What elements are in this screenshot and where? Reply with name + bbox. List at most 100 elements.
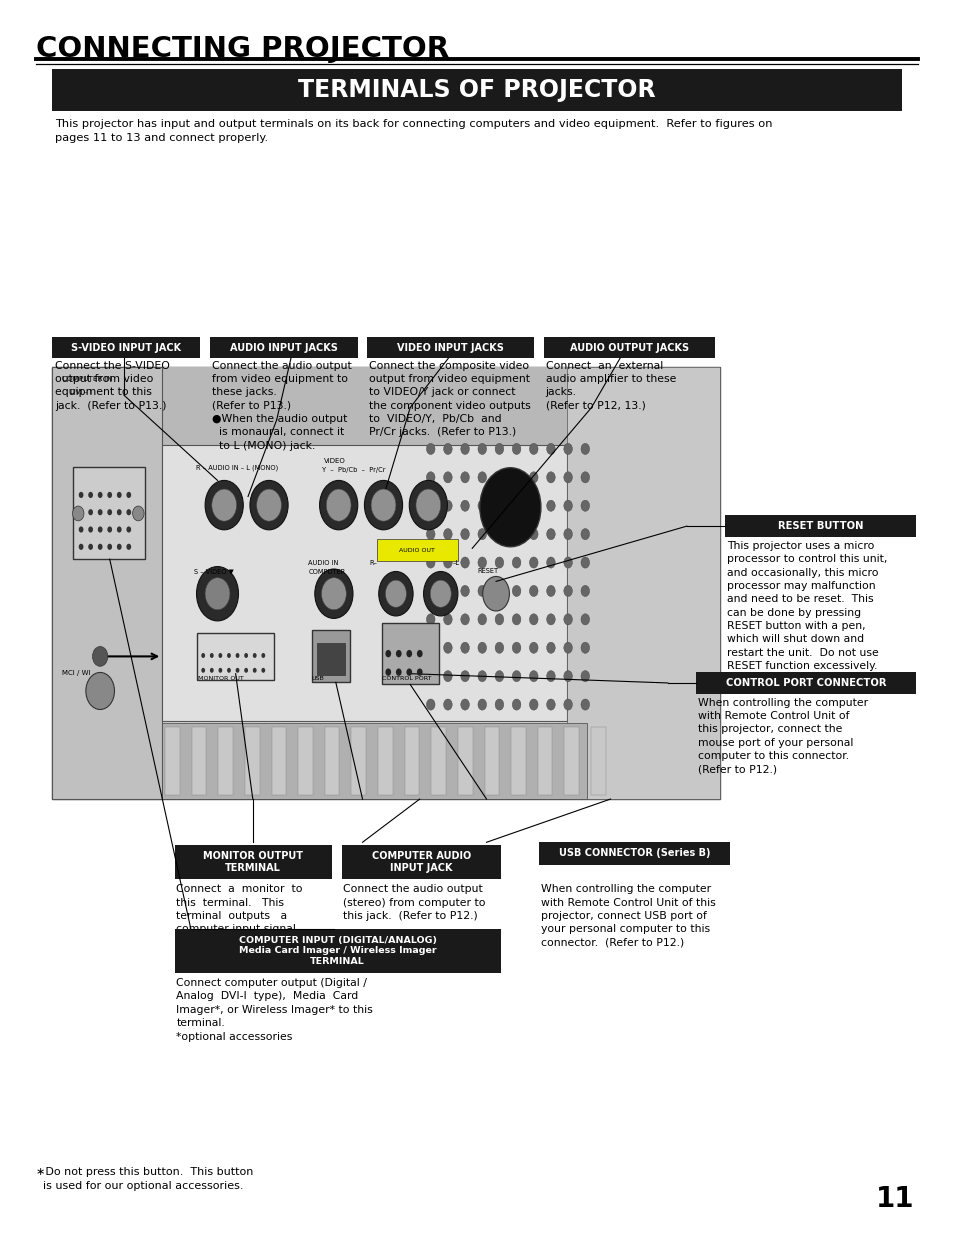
Circle shape [546, 614, 555, 625]
FancyBboxPatch shape [566, 367, 720, 799]
Circle shape [378, 572, 413, 616]
Circle shape [546, 500, 555, 511]
Text: ∗Do not press this button.  This button
  is used for our optional accessories.: ∗Do not press this button. This button i… [36, 1167, 253, 1191]
Circle shape [426, 557, 435, 568]
Circle shape [244, 668, 248, 673]
Circle shape [529, 500, 537, 511]
Circle shape [482, 577, 509, 611]
Text: MONITOR OUT: MONITOR OUT [198, 677, 244, 682]
Circle shape [443, 585, 452, 597]
Circle shape [126, 526, 131, 532]
Circle shape [580, 642, 589, 653]
Circle shape [253, 668, 256, 673]
Circle shape [250, 480, 288, 530]
Circle shape [426, 671, 435, 682]
Circle shape [244, 653, 248, 658]
FancyBboxPatch shape [457, 727, 472, 795]
Circle shape [477, 500, 486, 511]
Circle shape [512, 671, 520, 682]
Circle shape [319, 480, 357, 530]
FancyBboxPatch shape [174, 845, 332, 879]
Text: MCI / WI: MCI / WI [62, 669, 91, 676]
Circle shape [196, 567, 238, 621]
Circle shape [460, 671, 469, 682]
Circle shape [512, 472, 520, 483]
Circle shape [529, 642, 537, 653]
Text: Connect computer output (Digital /
Analog  DVI-I  type),  Media  Card
Imager*, o: Connect computer output (Digital / Analo… [176, 978, 373, 1041]
FancyBboxPatch shape [298, 727, 313, 795]
FancyBboxPatch shape [376, 538, 457, 561]
Circle shape [72, 506, 84, 521]
Circle shape [546, 443, 555, 454]
FancyBboxPatch shape [511, 727, 525, 795]
Circle shape [78, 509, 84, 515]
Circle shape [416, 650, 422, 657]
Circle shape [78, 543, 84, 550]
Text: S-VIDEO INPUT JACK: S-VIDEO INPUT JACK [71, 342, 181, 353]
Circle shape [495, 500, 503, 511]
Circle shape [529, 699, 537, 710]
Text: 11: 11 [875, 1184, 913, 1213]
Circle shape [88, 509, 92, 515]
Circle shape [107, 509, 112, 515]
Circle shape [580, 500, 589, 511]
Circle shape [460, 472, 469, 483]
Circle shape [563, 557, 572, 568]
Circle shape [477, 472, 486, 483]
Circle shape [395, 650, 401, 657]
Circle shape [235, 653, 239, 658]
FancyBboxPatch shape [312, 630, 350, 682]
Circle shape [314, 569, 353, 619]
Circle shape [529, 557, 537, 568]
Text: RESET BUTTON: RESET BUTTON [777, 521, 862, 531]
Text: AUDIO INPUT JACKS: AUDIO INPUT JACKS [230, 342, 337, 353]
FancyBboxPatch shape [245, 727, 259, 795]
Circle shape [580, 529, 589, 540]
Text: –L: –L [453, 559, 459, 566]
Circle shape [443, 529, 452, 540]
Circle shape [116, 509, 122, 515]
Circle shape [218, 653, 222, 658]
Circle shape [126, 543, 131, 550]
Circle shape [78, 492, 84, 498]
FancyBboxPatch shape [341, 845, 500, 879]
Circle shape [430, 580, 451, 608]
Text: VIDEO INPUT JACKS: VIDEO INPUT JACKS [396, 342, 504, 353]
Circle shape [416, 668, 422, 676]
Circle shape [261, 653, 265, 658]
Circle shape [126, 492, 131, 498]
FancyBboxPatch shape [192, 727, 206, 795]
Circle shape [416, 489, 440, 521]
Circle shape [563, 642, 572, 653]
Text: Connect  an  external
audio amplifier to these
jacks.
(Refer to P12, 13.): Connect an external audio amplifier to t… [545, 361, 676, 411]
Circle shape [86, 672, 114, 709]
FancyBboxPatch shape [381, 622, 438, 684]
Circle shape [477, 557, 486, 568]
FancyBboxPatch shape [197, 634, 274, 680]
Circle shape [409, 480, 447, 530]
FancyBboxPatch shape [165, 727, 179, 795]
FancyBboxPatch shape [324, 727, 339, 795]
Text: COMPUTER AUDIO
INPUT JACK: COMPUTER AUDIO INPUT JACK [371, 851, 471, 873]
Text: AUDIO IN: AUDIO IN [308, 559, 338, 566]
Circle shape [495, 642, 503, 653]
Text: RESET: RESET [476, 568, 497, 574]
Circle shape [495, 614, 503, 625]
Circle shape [477, 585, 486, 597]
Circle shape [88, 526, 92, 532]
Text: CONTROL PORT: CONTROL PORT [381, 677, 431, 682]
Circle shape [563, 614, 572, 625]
Text: This projector uses a micro
processor to control this unit,
and occasionally, th: This projector uses a micro processor to… [726, 541, 886, 671]
FancyBboxPatch shape [218, 727, 233, 795]
Circle shape [201, 668, 205, 673]
Circle shape [546, 699, 555, 710]
Circle shape [218, 668, 222, 673]
Circle shape [395, 668, 401, 676]
Circle shape [423, 572, 457, 616]
Circle shape [477, 642, 486, 653]
FancyBboxPatch shape [174, 929, 500, 973]
Circle shape [97, 492, 103, 498]
Circle shape [97, 526, 103, 532]
FancyBboxPatch shape [52, 367, 720, 453]
Circle shape [426, 443, 435, 454]
